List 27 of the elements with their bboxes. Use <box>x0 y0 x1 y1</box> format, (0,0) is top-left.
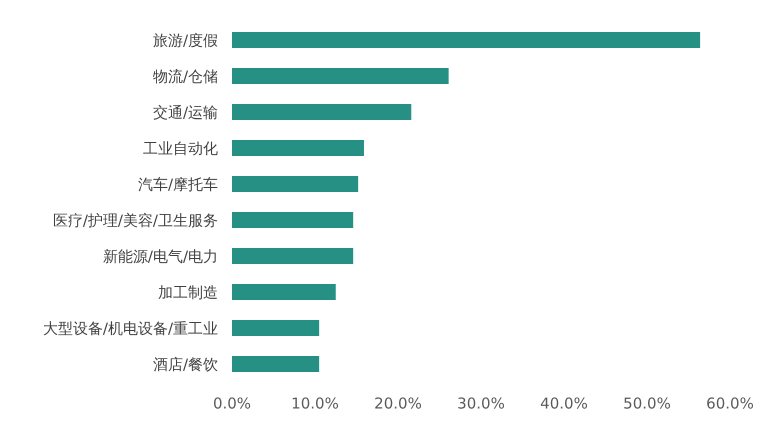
x-tick-label: 30.0% <box>457 394 505 413</box>
x-tick-label: 60.0% <box>706 394 754 413</box>
x-tick-label: 0.0% <box>212 394 252 413</box>
y-tick-label: 酒店/餐饮 <box>152 355 218 374</box>
x-tick-label: 10.0% <box>291 394 339 413</box>
bar <box>232 140 364 156</box>
bar <box>232 284 336 300</box>
y-tick-label: 医疗/护理/美容/卫生服务 <box>52 211 218 230</box>
bar <box>232 176 358 192</box>
x-tick-label: 40.0% <box>540 394 588 413</box>
x-tick-label: 20.0% <box>374 394 422 413</box>
y-tick-label: 旅游/度假 <box>152 31 218 50</box>
y-tick-label: 新能源/电气/电力 <box>102 247 218 266</box>
bar <box>232 104 412 120</box>
y-tick-label: 物流/仓储 <box>152 67 218 86</box>
bar <box>232 68 449 84</box>
bar <box>232 356 320 372</box>
y-tick-label: 工业自动化 <box>143 139 218 158</box>
bar <box>232 248 354 264</box>
y-tick-label: 大型设备/机电设备/重工业 <box>42 319 218 338</box>
y-tick-label: 加工制造 <box>158 283 218 302</box>
y-tick-label: 交通/运输 <box>152 103 218 122</box>
bar <box>232 320 320 336</box>
x-tick-label: 50.0% <box>623 394 671 413</box>
y-tick-label: 汽车/摩托车 <box>138 175 218 194</box>
bar <box>232 212 354 228</box>
bar <box>232 32 700 48</box>
